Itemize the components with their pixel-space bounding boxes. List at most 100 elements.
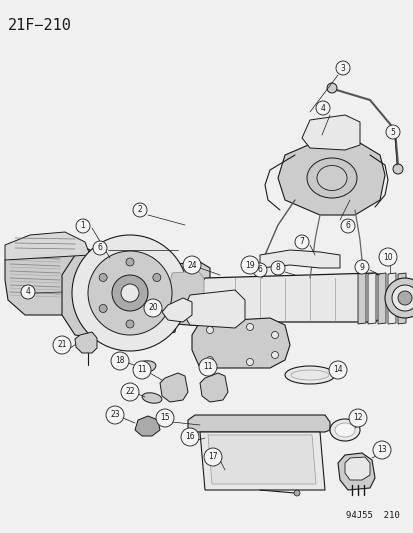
Text: 4: 4 — [320, 103, 325, 112]
Text: 15: 15 — [160, 414, 169, 423]
Circle shape — [99, 273, 107, 281]
Polygon shape — [357, 273, 365, 324]
Polygon shape — [377, 273, 385, 324]
Text: 16: 16 — [185, 432, 195, 441]
Circle shape — [72, 235, 188, 351]
Polygon shape — [158, 262, 209, 326]
Text: 18: 18 — [115, 357, 124, 366]
Circle shape — [271, 332, 278, 338]
Circle shape — [126, 258, 134, 266]
Polygon shape — [337, 453, 374, 490]
Polygon shape — [197, 273, 384, 322]
Circle shape — [206, 357, 213, 364]
Circle shape — [121, 383, 139, 401]
Text: 11: 11 — [203, 362, 212, 372]
Circle shape — [326, 83, 336, 93]
Circle shape — [121, 284, 139, 302]
Text: 12: 12 — [352, 414, 362, 423]
Circle shape — [88, 251, 171, 335]
Ellipse shape — [316, 166, 346, 190]
Ellipse shape — [290, 370, 328, 380]
Circle shape — [76, 219, 90, 233]
Circle shape — [106, 406, 124, 424]
Circle shape — [397, 291, 411, 305]
Text: 8: 8 — [275, 263, 280, 272]
Polygon shape — [168, 271, 204, 319]
Circle shape — [99, 304, 107, 312]
Circle shape — [152, 304, 161, 312]
Circle shape — [112, 275, 147, 311]
Circle shape — [111, 352, 129, 370]
Text: 19: 19 — [244, 261, 254, 270]
Circle shape — [315, 101, 329, 115]
Ellipse shape — [134, 361, 156, 373]
Circle shape — [385, 125, 399, 139]
Circle shape — [378, 248, 396, 266]
Polygon shape — [135, 416, 159, 436]
Polygon shape — [199, 432, 324, 490]
Polygon shape — [301, 115, 359, 150]
Circle shape — [271, 261, 284, 275]
Text: 14: 14 — [332, 366, 342, 375]
Text: 6: 6 — [97, 244, 102, 253]
Ellipse shape — [334, 423, 354, 437]
Circle shape — [180, 428, 199, 446]
Ellipse shape — [142, 393, 161, 403]
Text: 7: 7 — [299, 238, 304, 246]
Circle shape — [21, 285, 35, 299]
Circle shape — [133, 203, 147, 217]
Polygon shape — [277, 140, 384, 215]
Circle shape — [384, 278, 413, 318]
Circle shape — [156, 409, 173, 427]
Ellipse shape — [284, 366, 334, 384]
Text: 4: 4 — [26, 287, 31, 296]
Text: 22: 22 — [125, 387, 134, 397]
Polygon shape — [207, 435, 315, 484]
Circle shape — [348, 409, 366, 427]
Text: 17: 17 — [208, 453, 217, 462]
Polygon shape — [397, 273, 405, 324]
Text: 9: 9 — [359, 262, 363, 271]
Text: 6: 6 — [257, 265, 262, 274]
Circle shape — [144, 299, 161, 317]
Circle shape — [391, 285, 413, 311]
Polygon shape — [75, 332, 97, 353]
Circle shape — [252, 263, 266, 277]
Circle shape — [204, 448, 221, 466]
Circle shape — [246, 324, 253, 330]
Circle shape — [133, 361, 151, 379]
Text: 94J55  210: 94J55 210 — [345, 511, 399, 520]
Text: 23: 23 — [110, 410, 119, 419]
Ellipse shape — [329, 419, 359, 441]
Polygon shape — [161, 298, 192, 322]
Circle shape — [246, 359, 253, 366]
Circle shape — [206, 327, 213, 334]
Text: 13: 13 — [376, 446, 386, 455]
Text: 20: 20 — [148, 303, 157, 312]
Circle shape — [335, 61, 349, 75]
Text: 24: 24 — [187, 261, 196, 270]
Circle shape — [392, 164, 402, 174]
Circle shape — [126, 320, 134, 328]
Circle shape — [240, 256, 259, 274]
Polygon shape — [192, 318, 289, 368]
Text: 21F−210: 21F−210 — [8, 18, 72, 33]
Polygon shape — [62, 248, 180, 342]
Text: 3: 3 — [340, 63, 344, 72]
Polygon shape — [387, 273, 395, 324]
Circle shape — [354, 260, 368, 274]
Text: 6: 6 — [345, 222, 349, 230]
Circle shape — [93, 241, 107, 255]
Circle shape — [199, 358, 216, 376]
Circle shape — [340, 219, 354, 233]
Circle shape — [183, 256, 201, 274]
Circle shape — [328, 361, 346, 379]
Text: 10: 10 — [382, 253, 392, 262]
Circle shape — [372, 441, 390, 459]
Polygon shape — [199, 373, 228, 402]
Circle shape — [271, 351, 278, 359]
Text: 1: 1 — [81, 222, 85, 230]
Polygon shape — [5, 232, 90, 260]
Polygon shape — [159, 373, 188, 402]
Circle shape — [152, 273, 161, 281]
